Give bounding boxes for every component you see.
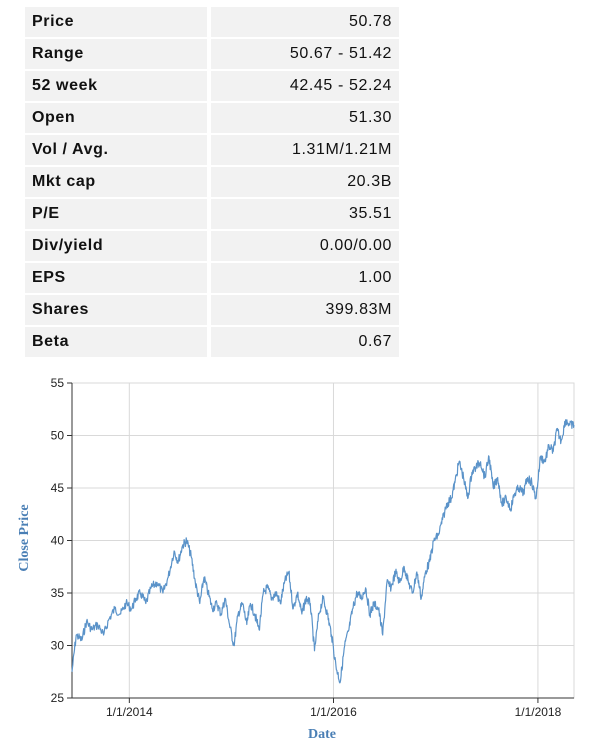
quote-table: Price 50.78 Range 50.67 - 51.42 52 week 42.45…: [25, 5, 399, 359]
x-axis-title: Date: [308, 727, 336, 742]
quote-row: EPS 1.00: [25, 263, 399, 293]
quote-value: 20.3B: [211, 167, 399, 197]
quote-label: Shares: [25, 295, 207, 325]
quote-value: 399.83M: [211, 295, 399, 325]
quote-separator: [207, 295, 211, 325]
quote-value: 35.51: [211, 199, 399, 229]
x-tick-label: 1/1/2018: [515, 705, 562, 719]
quote-row: Open 51.30: [25, 103, 399, 133]
quote-row: P/E 35.51: [25, 199, 399, 229]
quote-value: 51.30: [211, 103, 399, 133]
quote-label: Open: [25, 103, 207, 133]
y-tick-label: 35: [51, 586, 65, 600]
quote-row: Beta 0.67: [25, 327, 399, 357]
quote-label: Vol / Avg.: [25, 135, 207, 165]
quote-row: Vol / Avg. 1.31M/1.21M: [25, 135, 399, 165]
quote-row: Mkt cap 20.3B: [25, 167, 399, 197]
x-tick-label: 1/1/2016: [310, 705, 357, 719]
quote-separator: [207, 327, 211, 357]
quote-rows: Price 50.78 Range 50.67 - 51.42 52 week 42.45…: [25, 7, 399, 357]
y-axis-title: Close Price: [17, 504, 32, 571]
quote-separator: [207, 135, 211, 165]
quote-separator: [207, 39, 211, 69]
quote-separator: [207, 167, 211, 197]
quote-label: Beta: [25, 327, 207, 357]
quote-label: P/E: [25, 199, 207, 229]
quote-value: 1.00: [211, 263, 399, 293]
quote-separator: [207, 7, 211, 37]
y-tick-label: 55: [51, 376, 65, 390]
y-axis-ticks: 25 30 35 40 45 50 55: [51, 376, 72, 705]
quote-separator: [207, 199, 211, 229]
quote-value: 0.00/0.00: [211, 231, 399, 261]
x-tick-label: 1/1/2014: [106, 705, 153, 719]
y-tick-label: 30: [51, 639, 65, 653]
x-axis-ticks: 1/1/2014 1/1/2016 1/1/2018: [106, 698, 562, 719]
quote-separator: [207, 263, 211, 293]
quote-row: Shares 399.83M: [25, 295, 399, 325]
quote-separator: [207, 71, 211, 101]
quote-label: Div/yield: [25, 231, 207, 261]
quote-row: Div/yield 0.00/0.00: [25, 231, 399, 261]
quote-label: EPS: [25, 263, 207, 293]
quote-row: Price 50.78: [25, 7, 399, 37]
quote-label: Range: [25, 39, 207, 69]
y-tick-label: 25: [51, 691, 65, 705]
quote-value: 1.31M/1.21M: [211, 135, 399, 165]
quote-separator: [207, 231, 211, 261]
y-tick-label: 45: [51, 481, 65, 495]
quote-value: 0.67: [211, 327, 399, 357]
quote-label: 52 week: [25, 71, 207, 101]
y-tick-label: 50: [51, 429, 65, 443]
quote-value: 50.67 - 51.42: [211, 39, 399, 69]
quote-label: Price: [25, 7, 207, 37]
quote-separator: [207, 103, 211, 133]
chart-grid: [71, 382, 575, 699]
y-tick-label: 40: [51, 534, 65, 548]
quote-label: Mkt cap: [25, 167, 207, 197]
quote-value: 42.45 - 52.24: [211, 71, 399, 101]
quote-row: Range 50.67 - 51.42: [25, 39, 399, 69]
quote-row: 52 week 42.45 - 52.24: [25, 71, 399, 101]
quote-value: 50.78: [211, 7, 399, 37]
close-price-line: [71, 419, 575, 684]
